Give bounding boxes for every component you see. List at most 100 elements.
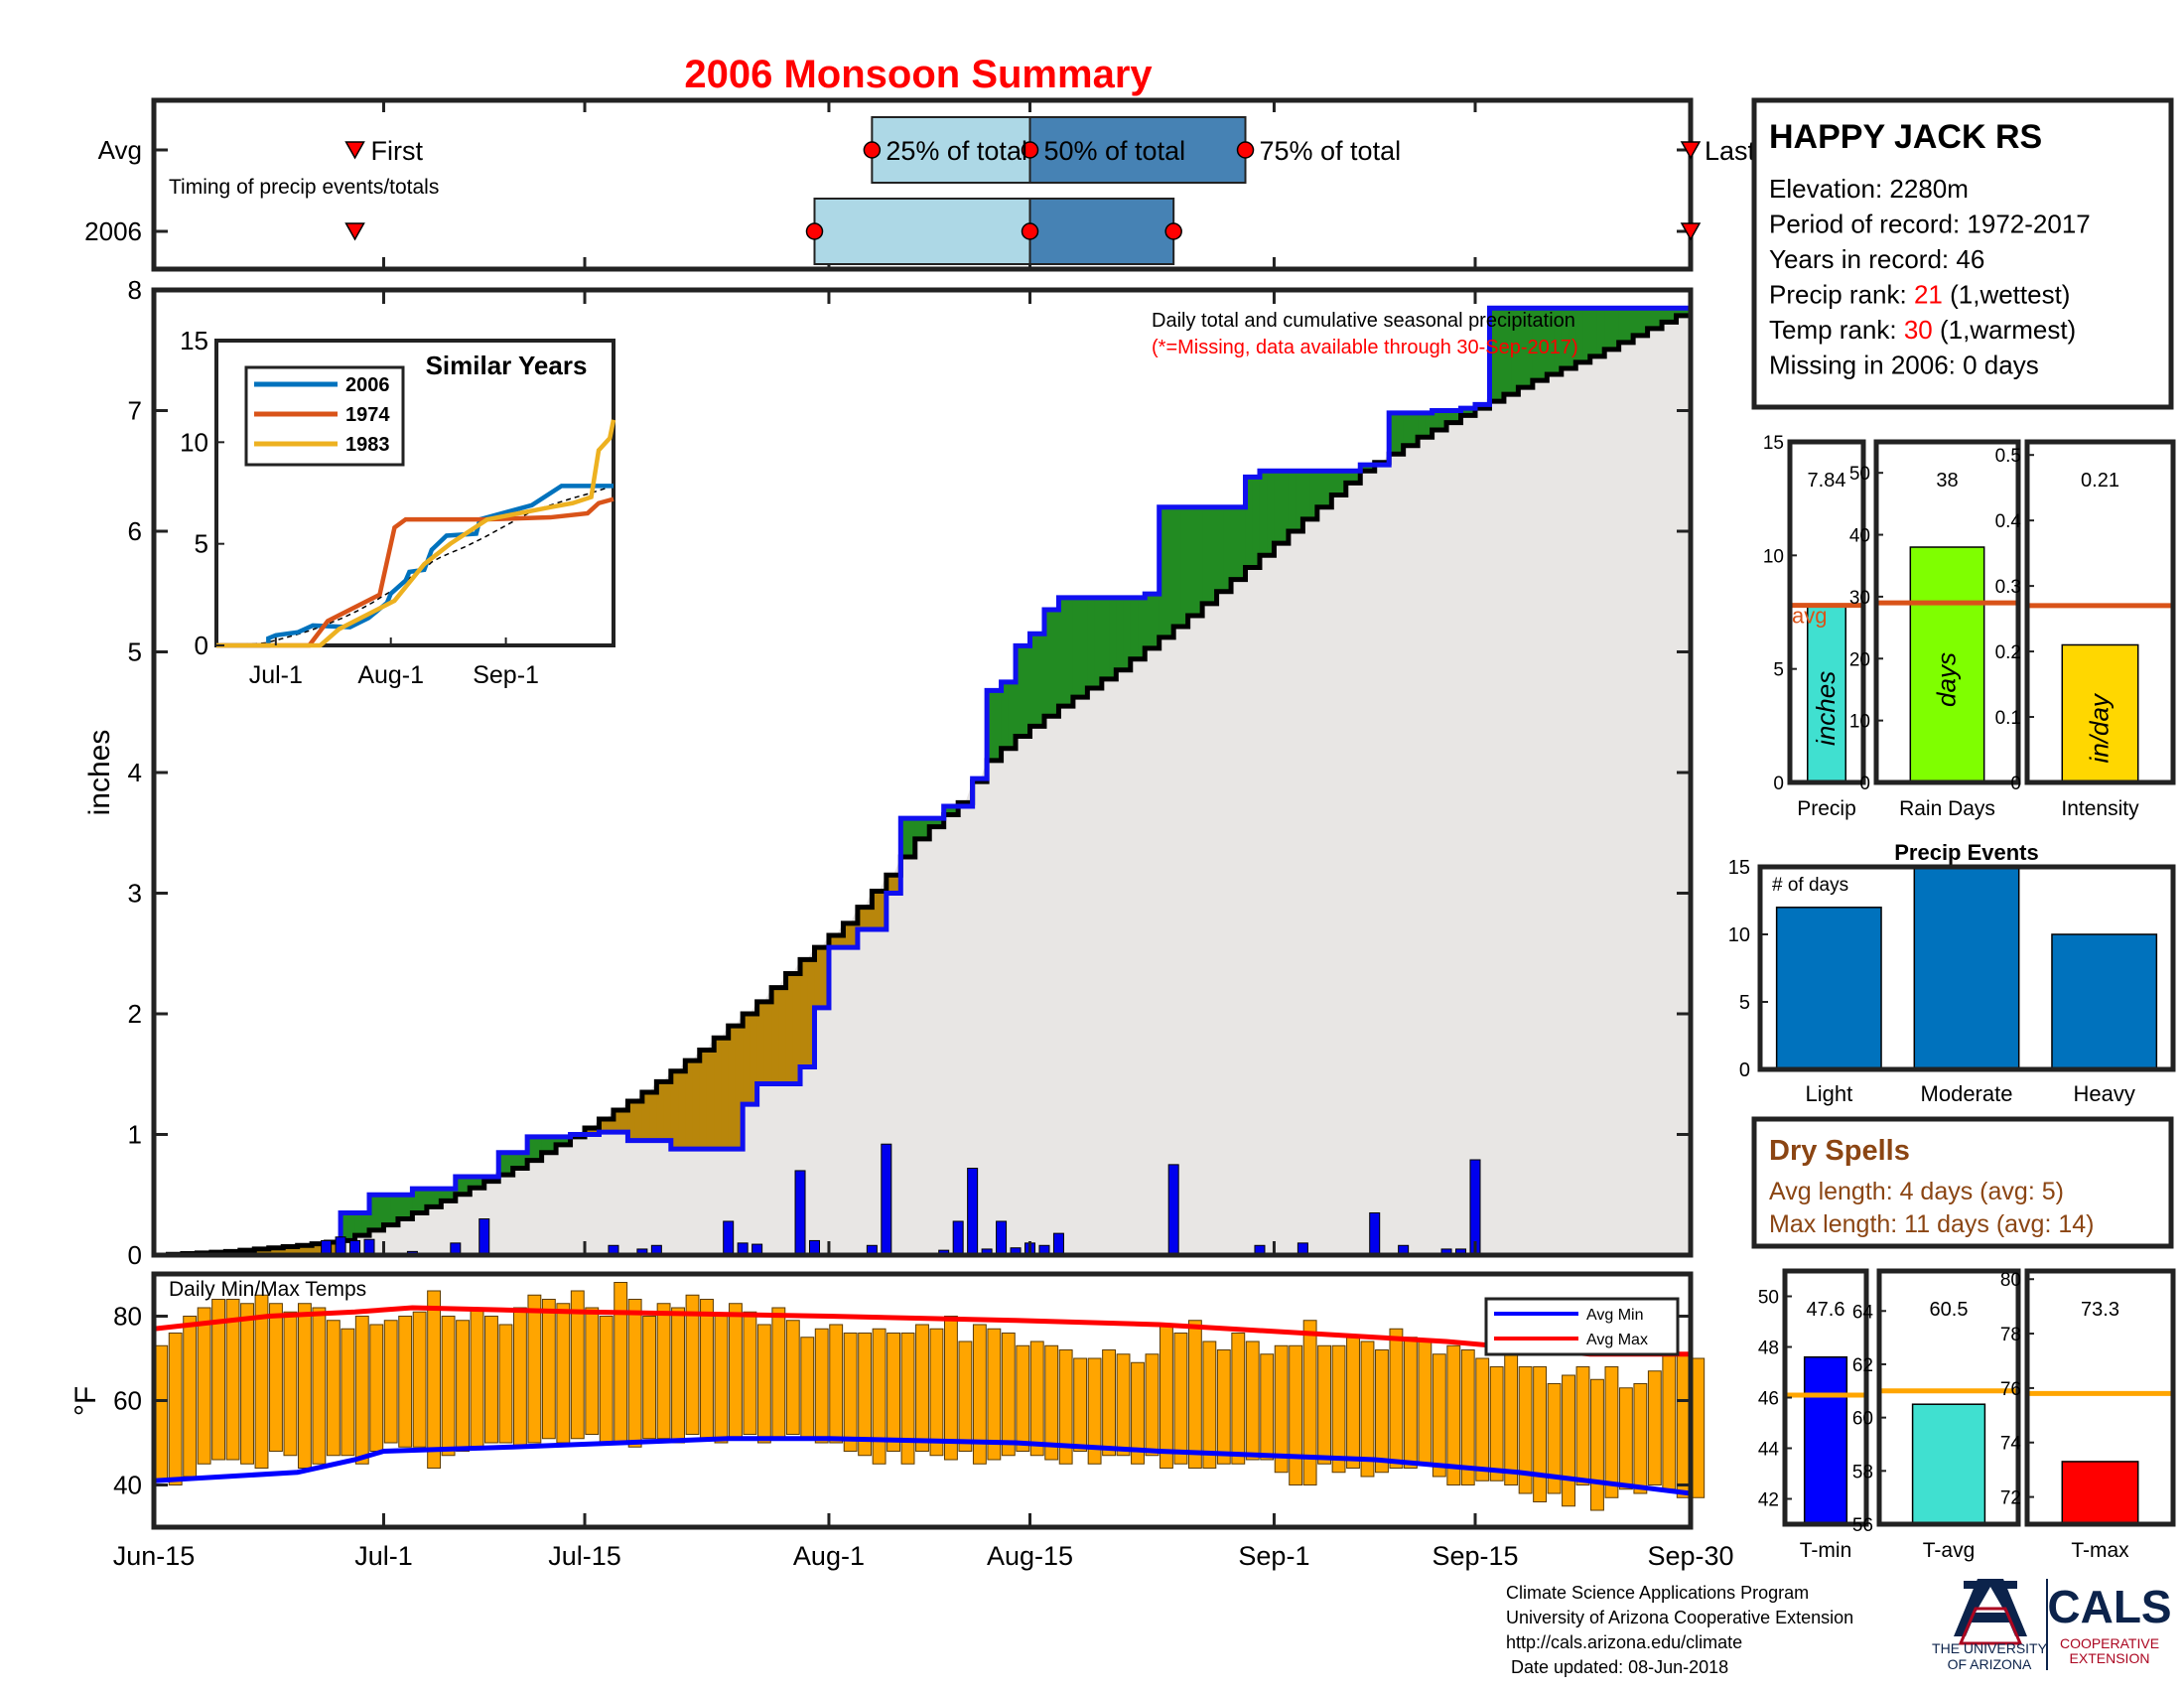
daily-temp-range-bar: [197, 1307, 211, 1465]
panel-t-min: 42 44 46 48 50 47.6 T-min: [1758, 1268, 1869, 1562]
panel-y-tick-label: 30: [1849, 588, 1870, 609]
wetter-than-avg-fill: [1008, 681, 1017, 749]
legend-avg-max-label: Avg Max: [1586, 1332, 1648, 1348]
wetter-than-avg-fill: [1051, 609, 1060, 717]
wetter-than-avg-fill: [1202, 506, 1210, 604]
panel-value-label: 38: [1936, 470, 1958, 492]
panel-y-tick-label: 10: [1763, 546, 1784, 567]
daily-temp-range-bar: [987, 1328, 1002, 1461]
daily-temp-range-bar: [211, 1299, 226, 1461]
wetter-than-avg-fill: [900, 818, 909, 858]
timing-caption: Timing of precip events/totals: [169, 176, 439, 199]
cumulative-precip-chart: 0 1 2 3 4 5 6 7 8 inches Daily total and cumulativ…: [83, 275, 1694, 1270]
event-category-label: Light: [1805, 1081, 1852, 1106]
drier-than-avg-fill: [850, 922, 859, 948]
daily-temp-range-bar: [585, 1307, 600, 1435]
panel-y-tick-label: 0.3: [1995, 577, 2021, 598]
drier-than-avg-fill: [893, 875, 901, 894]
wetter-than-avg-fill: [1338, 471, 1347, 495]
drier-than-avg-fill: [627, 1100, 636, 1141]
daily-temp-range-bar: [1346, 1337, 1360, 1469]
daily-precip-bar: [335, 1236, 346, 1256]
box-25-50: [871, 116, 1031, 184]
wetter-than-avg-fill: [950, 806, 959, 815]
inset-x-tick-label: Sep-1: [473, 661, 539, 689]
drier-than-avg-fill: [706, 1050, 715, 1150]
drier-than-avg-fill: [620, 1109, 629, 1133]
wetter-than-avg-fill: [1396, 412, 1405, 455]
daily-temp-range-bar: [785, 1320, 800, 1435]
daily-temp-range-bar: [1131, 1361, 1145, 1465]
wetter-than-avg-fill: [994, 690, 1003, 761]
event-category-label: Heavy: [2073, 1081, 2134, 1106]
wetter-than-avg-fill: [519, 1152, 528, 1169]
daily-temp-range-bar: [900, 1333, 915, 1465]
box-50-75: [1028, 116, 1247, 184]
station-line-label: Missing in 2006: 0 days: [1769, 351, 2039, 380]
inset-series-1974: [216, 496, 614, 648]
daily-temp-range-bar: [1331, 1344, 1346, 1474]
daily-temp-range-bar: [1087, 1357, 1102, 1465]
wetter-than-avg-fill: [426, 1189, 435, 1207]
wetter-than-avg-fill: [347, 1212, 356, 1241]
daily-temp-range-bar: [929, 1328, 944, 1457]
panel-y-tick-label: 62: [1852, 1355, 1873, 1376]
panel-x-label: T-min: [1800, 1539, 1852, 1562]
drier-than-avg-fill: [606, 1118, 614, 1133]
wetter-than-avg-fill: [556, 1136, 564, 1145]
dry-spells-title: Dry Spells: [1769, 1135, 1910, 1167]
similar-years-inset: 0 5 10 15 Jul-1 Aug-1 Sep-1 Similar Years 2006 19…: [180, 326, 616, 689]
wetter-than-avg-fill: [548, 1136, 557, 1153]
station-line-label: Temp rank:: [1769, 315, 1904, 345]
wetter-than-avg-fill: [1331, 471, 1340, 495]
inset-y-tick-label: 5: [195, 529, 208, 559]
daily-temp-range-bar: [326, 1320, 341, 1457]
wetter-than-avg-fill: [1194, 506, 1203, 617]
drier-than-avg-fill: [886, 875, 894, 894]
daily-temp-range-bar: [1489, 1366, 1504, 1481]
panel-t-avg: 56 58 60 62 64 60.5 T-avg: [1852, 1268, 2021, 1562]
panel-y-tick-label: 0.5: [1995, 446, 2021, 467]
panel-intensity: 0 0.1 0.2 0.3 0.4 0.5 0.21 in/day Intensity: [1995, 439, 2176, 820]
daily-temp-range-bar: [498, 1324, 513, 1444]
temps-y-tick-label: 40: [113, 1471, 142, 1500]
percentile-marker: [1021, 141, 1039, 159]
daily-temp-range-bar: [1403, 1337, 1418, 1469]
wetter-than-avg-fill: [419, 1189, 428, 1213]
wetter-than-avg-fill: [463, 1177, 471, 1195]
panel-y-tick-label: 0.1: [1995, 708, 2021, 729]
drier-than-avg-fill: [807, 959, 816, 1067]
daily-temp-range-bar: [972, 1324, 987, 1465]
wetter-than-avg-fill: [527, 1136, 535, 1161]
wetter-than-avg-fill: [929, 818, 938, 827]
daily-temp-range-bar: [412, 1311, 427, 1448]
wetter-than-avg-fill: [498, 1152, 507, 1176]
event-bar: [2051, 933, 2158, 1070]
drier-than-avg-fill: [663, 1081, 672, 1141]
wetter-than-avg-fill: [1159, 506, 1167, 637]
daily-temp-range-bar: [398, 1316, 413, 1448]
y-tick-label: 7: [128, 396, 142, 426]
daily-temp-range-bar: [1647, 1370, 1662, 1485]
panel-x-label: Rain Days: [1899, 797, 1995, 820]
daily-temp-range-bar: [1058, 1349, 1073, 1465]
wetter-than-avg-fill: [1145, 594, 1154, 648]
x-tick-label: Sep-1: [1238, 1541, 1309, 1571]
wetter-than-avg-fill: [1453, 410, 1462, 423]
daily-temp-range-bar: [814, 1328, 829, 1444]
x-tick-label: Jul-1: [354, 1541, 413, 1571]
daily-temp-range-bar: [1302, 1320, 1317, 1485]
drier-than-avg-fill: [290, 1246, 299, 1255]
wetter-than-avg-fill: [1123, 597, 1132, 670]
wetter-than-avg-fill: [1023, 645, 1031, 737]
wetter-than-avg-fill: [1569, 308, 1576, 368]
wetter-than-avg-fill: [1036, 634, 1045, 727]
wetter-than-avg-fill: [1532, 308, 1541, 381]
percentile-marker: [1164, 222, 1182, 240]
drier-than-avg-fill: [304, 1245, 313, 1255]
drier-than-avg-fill: [865, 907, 873, 929]
panel-y-tick-label: 58: [1852, 1462, 1873, 1482]
daily-temp-range-bar: [627, 1299, 642, 1448]
daily-temp-range-bar: [642, 1316, 657, 1440]
daily-temp-range-bar: [1231, 1333, 1246, 1465]
